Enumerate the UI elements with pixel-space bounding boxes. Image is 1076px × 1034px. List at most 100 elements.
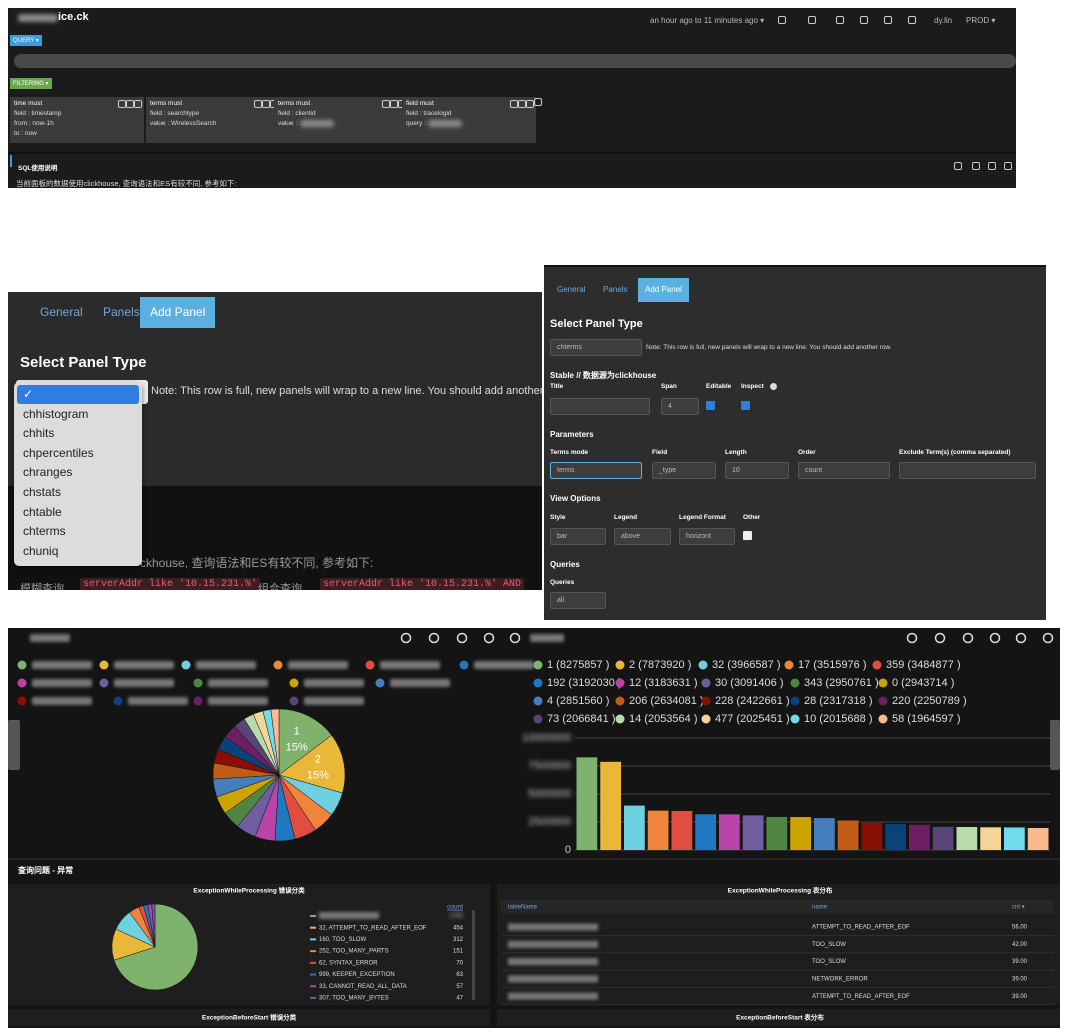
- legend-label: 17 (3515976 ): [798, 659, 867, 671]
- tab[interactable]: Add Panel: [638, 278, 689, 302]
- input[interactable]: _type: [652, 462, 716, 479]
- input[interactable]: 4: [661, 398, 699, 415]
- bar: [885, 824, 906, 850]
- icon[interactable]: [860, 16, 868, 24]
- legend-dot: [375, 678, 385, 688]
- icon[interactable]: [884, 16, 892, 24]
- legend-dot: [533, 696, 543, 706]
- icon[interactable]: [836, 16, 844, 24]
- icon[interactable]: [118, 100, 126, 108]
- bar: [909, 824, 930, 850]
- icon[interactable]: [134, 100, 142, 108]
- icon[interactable]: [382, 100, 390, 108]
- table-cell: 56.00: [1012, 925, 1028, 931]
- legend-value: 70: [456, 960, 463, 966]
- legend-label: 73 (2066841 ): [547, 713, 616, 725]
- input[interactable]: terms: [550, 462, 642, 479]
- bar: [576, 757, 598, 850]
- y-tick-label: 5000000: [528, 788, 571, 800]
- bar: [742, 815, 764, 850]
- icon[interactable]: [778, 16, 786, 24]
- icon[interactable]: [262, 100, 270, 108]
- filter-line: field : clientid: [278, 110, 316, 117]
- icon[interactable]: [390, 100, 398, 108]
- icon[interactable]: [1004, 162, 1012, 170]
- icon[interactable]: [526, 100, 534, 108]
- icon[interactable]: [808, 16, 816, 24]
- note: Note: This row is full, new panels will …: [646, 344, 892, 351]
- input[interactable]: [550, 398, 650, 415]
- icon[interactable]: [126, 100, 134, 108]
- checkbox[interactable]: [741, 401, 750, 410]
- icon[interactable]: [972, 162, 980, 170]
- bar: [624, 805, 645, 850]
- tab[interactable]: General: [40, 305, 83, 319]
- search-bar[interactable]: [14, 54, 1016, 68]
- pie-slice: [270, 708, 280, 776]
- field-label: Editable: [706, 383, 732, 390]
- checkbox[interactable]: [743, 531, 752, 540]
- legend-header: count: [447, 904, 463, 911]
- icon[interactable]: [988, 162, 996, 170]
- field-label: Legend: [614, 514, 638, 521]
- time-range[interactable]: an hour ago to 11 minutes ago ▾: [650, 16, 765, 25]
- filter-line: to : now: [14, 130, 37, 137]
- legend-dot: [113, 696, 123, 706]
- filter-box: terms must field : clientid value :: [274, 97, 408, 143]
- dropdown-option[interactable]: chpercentiles: [23, 445, 94, 460]
- icon[interactable]: [534, 98, 542, 106]
- blurred-text: [288, 661, 348, 669]
- dropdown-option[interactable]: chtable: [23, 504, 62, 519]
- panel-title: ExceptionWhileProcessing 错误分类: [193, 886, 305, 895]
- icon: [483, 632, 495, 644]
- tab[interactable]: General: [557, 285, 586, 294]
- legend-dot: [533, 678, 543, 688]
- icon: [428, 632, 440, 644]
- icon[interactable]: [254, 100, 262, 108]
- filter-line: value : WirelessSearch: [150, 120, 217, 127]
- input[interactable]: 10: [725, 462, 789, 479]
- pie-slice: [278, 708, 333, 776]
- legend-dot: [533, 660, 543, 670]
- table-cell: TOO_SLOW: [812, 942, 846, 948]
- user[interactable]: dy.lin: [934, 16, 953, 25]
- dropdown-option[interactable]: chhistogram: [23, 406, 89, 421]
- column-header: cnt ▾: [1012, 905, 1025, 911]
- dropdown-option[interactable]: chuniq: [23, 543, 59, 558]
- dropdown-option[interactable]: ✓: [17, 385, 139, 404]
- input[interactable]: count: [798, 462, 890, 479]
- input[interactable]: chterms: [550, 339, 642, 356]
- blurred-text: [128, 697, 188, 705]
- legend-dot: [878, 696, 888, 706]
- dropdown-option[interactable]: chstats: [23, 485, 62, 499]
- legend-dot: [99, 678, 109, 688]
- blurred-text: [32, 661, 92, 669]
- legend-dot: [872, 660, 882, 670]
- blurred-text: [508, 923, 598, 931]
- tab[interactable]: Panels: [603, 285, 628, 294]
- filtering-button[interactable]: FILTERING ▾: [10, 78, 52, 89]
- tab[interactable]: Add Panel: [140, 297, 216, 328]
- dropdown-option[interactable]: chhits: [23, 426, 55, 441]
- icon[interactable]: [954, 162, 962, 170]
- table-cell: NETWORK_ERROR: [812, 976, 868, 982]
- input[interactable]: horizont: [679, 528, 735, 545]
- legend-label: 10 (2015688 ): [804, 713, 873, 725]
- icon[interactable]: [518, 100, 526, 108]
- bar: [766, 816, 788, 850]
- dropdown-option[interactable]: chranges: [23, 465, 73, 480]
- input[interactable]: [899, 462, 1036, 479]
- panel: [497, 1009, 1060, 1026]
- input[interactable]: above: [614, 528, 671, 545]
- icon[interactable]: [908, 16, 916, 24]
- tab[interactable]: Panels: [103, 305, 140, 319]
- dropdown-option[interactable]: chterms: [23, 524, 66, 539]
- icon[interactable]: [510, 100, 518, 108]
- input[interactable]: all: [550, 592, 606, 609]
- bar: [837, 820, 859, 850]
- blurred-text: [508, 958, 598, 966]
- query-button[interactable]: QUERY ▾: [10, 35, 42, 46]
- input[interactable]: bar: [550, 528, 606, 545]
- checkbox[interactable]: [706, 401, 715, 410]
- env[interactable]: PROD ▾: [966, 16, 996, 25]
